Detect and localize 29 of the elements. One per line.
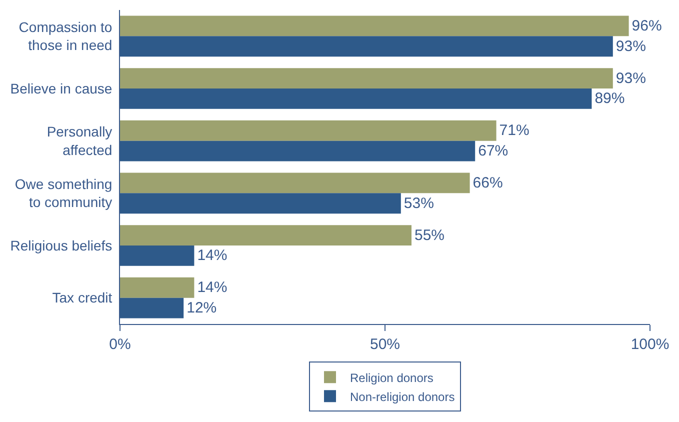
y-tick-label: Owe something to community [14,176,112,210]
y-tick-label: Religious beliefs [10,237,112,254]
x-tick-label: 100% [630,336,670,353]
bar [120,16,629,36]
data-label: 14% [197,247,228,264]
data-label: 96% [632,17,662,34]
data-label: 93% [616,38,646,55]
legend-label: Religion donors [350,370,434,385]
data-label: 53% [404,194,434,212]
y-tick-label: Tax credit [52,290,112,306]
data-label: 55% [414,226,445,244]
data-label: 67% [478,142,508,160]
bar [120,225,412,246]
data-label: 93% [616,70,646,87]
bar [120,120,496,141]
data-label: 14% [197,279,228,296]
bar [120,172,470,194]
legend-label: Non-religion donors [350,390,455,404]
x-tick-label: 0% [109,336,131,353]
data-label: 71% [499,122,530,140]
data-label: 66% [472,174,503,192]
bar [120,277,194,298]
y-tick-label: Compassion to those in need [18,18,112,54]
x-tick-label: 50% [370,336,400,353]
data-label: 12% [186,300,217,317]
data-label: 89% [594,90,625,108]
y-tick-label: Personally affected [46,124,112,158]
y-tick-label: Believe in cause [10,80,112,96]
bar [120,68,613,88]
